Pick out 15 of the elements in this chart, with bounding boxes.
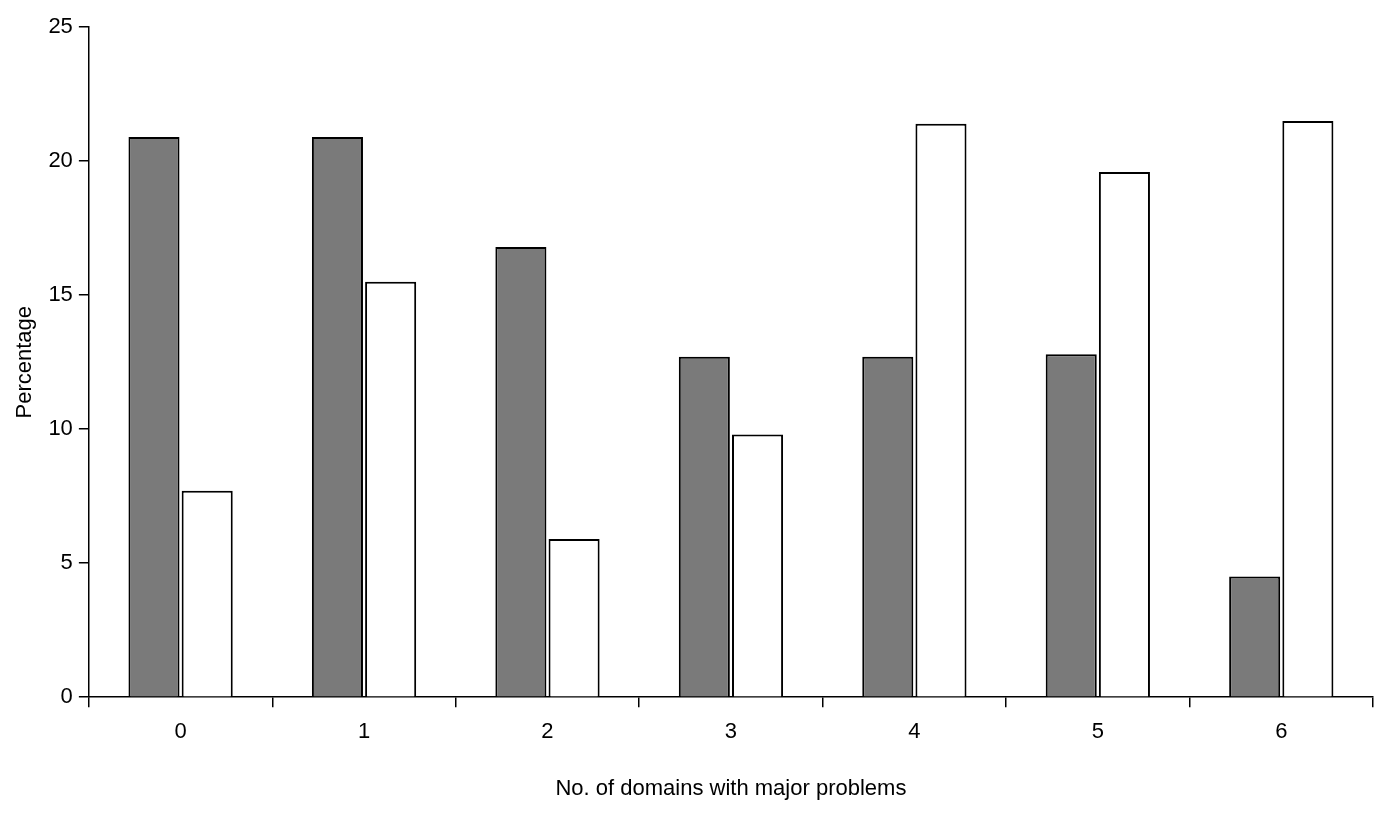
x-tick-label: 4	[908, 718, 921, 744]
y-tick-label: 20	[48, 147, 73, 173]
x-axis-title: No. of domains with major problems	[555, 774, 907, 800]
x-tick-label: 2	[541, 718, 554, 744]
x-tick-label: 1	[357, 718, 371, 744]
y-tick-label: 15	[48, 281, 73, 307]
x-tick-label: 5	[1091, 718, 1104, 744]
x-tick-label: 3	[724, 718, 738, 744]
y-tick-label: 5	[60, 549, 73, 575]
y-tick-label: 25	[48, 13, 73, 39]
y-tick-label: 0	[60, 683, 73, 709]
y-tick-label: 10	[48, 415, 73, 441]
x-tick-label: 0	[174, 718, 187, 744]
y-axis-title: Percentage	[11, 305, 37, 419]
x-tick-label: 6	[1275, 718, 1288, 744]
